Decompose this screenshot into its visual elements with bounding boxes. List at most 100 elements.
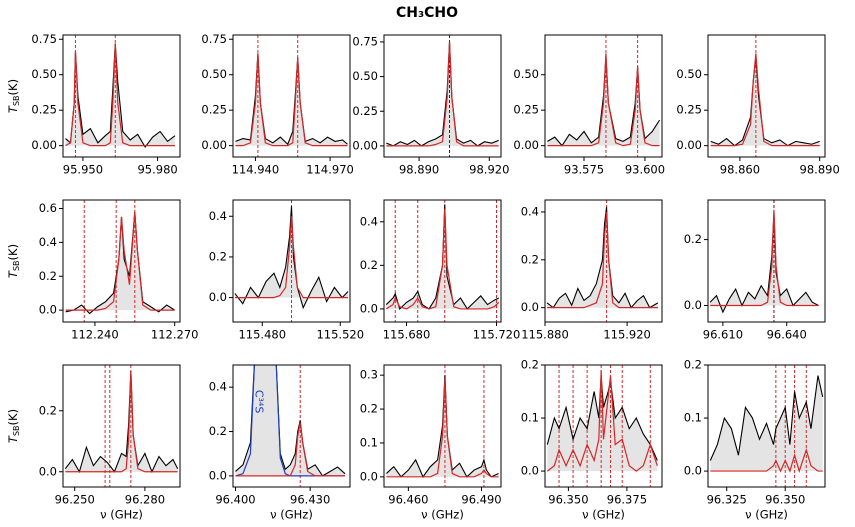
model-spectrum — [65, 211, 175, 311]
x-axis-label: ν (GHz) — [582, 508, 625, 522]
y-label-symbol: T — [6, 270, 20, 278]
x-axis-label: ν (GHz) — [270, 508, 313, 522]
x-tick-label: 95.950 — [63, 163, 103, 177]
y-tick-label: 0.00 — [31, 138, 57, 152]
y-tick-label: 0.0 — [521, 300, 539, 314]
y-tick-label: 0.4 — [521, 204, 539, 218]
model-spectrum — [546, 370, 658, 472]
axes-frame — [232, 34, 351, 158]
y-tick-label: 0.1 — [684, 411, 702, 425]
y-tick-label: 0.2 — [684, 232, 702, 246]
y-tick-label: 0.75 — [31, 32, 57, 46]
axes-frame — [232, 199, 351, 323]
y-tick-label: 0.3 — [360, 368, 378, 382]
y-axis-label: TSB(K) — [6, 244, 21, 278]
plot-area — [547, 35, 661, 157]
y-tick-label: 0.0 — [39, 303, 57, 317]
observed-spectrum — [710, 56, 820, 147]
y-label-unit: (K) — [6, 79, 20, 96]
plot-area — [235, 365, 346, 487]
y-label-symbol: T — [6, 105, 20, 113]
x-tick-label: 115.480 — [238, 328, 286, 342]
x-tick-label: 96.610 — [703, 328, 743, 342]
axes-frame — [544, 199, 663, 323]
model-spectrum — [710, 447, 823, 474]
axes-frame — [707, 34, 826, 158]
spectrum-fill — [65, 371, 178, 472]
plot-area — [234, 200, 349, 322]
x-tick-label: 112.240 — [71, 328, 119, 342]
x-tick-label: 98.890 — [399, 163, 439, 177]
axes-frame — [383, 199, 502, 323]
y-tick-label: 0.25 — [201, 103, 227, 117]
axes-frame — [383, 364, 502, 488]
y-tick-label: 0.2 — [360, 258, 378, 272]
y-tick-label: 0.0 — [360, 301, 378, 315]
y-label-symbol: T — [6, 435, 20, 443]
annotation: C³⁴S — [253, 390, 266, 414]
model-spectrum — [547, 53, 660, 147]
plot-area — [546, 200, 659, 322]
y-tick-label: 0.2 — [209, 424, 227, 438]
axes-frame — [544, 34, 663, 158]
y-tick-label: 0.0 — [684, 464, 702, 478]
x-tick-label: 115.880 — [521, 328, 569, 342]
x-tick-label: 96.430 — [290, 493, 330, 507]
y-tick-label: 0.4 — [209, 380, 227, 394]
axes-frame — [62, 364, 181, 488]
y-tick-label: 0.00 — [201, 138, 227, 152]
x-tick-label: 96.325 — [707, 493, 747, 507]
model-spectrum — [547, 211, 658, 309]
y-tick-label: 0.0 — [39, 464, 57, 478]
x-tick-label: 98.890 — [800, 163, 840, 177]
y-tick-label: 0.6 — [39, 201, 57, 215]
model-spectrum — [235, 53, 348, 147]
plot-area — [546, 365, 658, 487]
spectrum-fill — [547, 375, 658, 472]
x-tick-label: 115.720 — [473, 328, 521, 342]
y-tick-label: 0.0 — [209, 468, 227, 482]
y-tick-label: 0.25 — [31, 103, 57, 117]
y-tick-label: 0.0 — [209, 290, 227, 304]
y-tick-label: 0.00 — [676, 138, 702, 152]
x-tick-label: 114.940 — [232, 163, 280, 177]
y-tick-label: 0.00 — [352, 138, 378, 152]
y-tick-label: 0.4 — [209, 209, 227, 223]
y-label-unit: (K) — [6, 409, 20, 426]
plot-area — [64, 365, 179, 487]
spectrum-fill — [235, 53, 348, 146]
x-tick-label: 112.270 — [151, 328, 199, 342]
spectrum-fill — [547, 207, 658, 308]
observed-spectrum — [64, 371, 179, 474]
x-axis-label: ν (GHz) — [100, 508, 143, 522]
model-spectrum — [235, 422, 346, 477]
x-tick-label: 96.460 — [388, 493, 428, 507]
observed-spectrum — [709, 375, 824, 461]
y-tick-label: 0.50 — [352, 69, 378, 83]
x-tick-label: 93.600 — [625, 163, 665, 177]
model-spectrum — [710, 209, 819, 307]
y-tick-label: 0.2 — [521, 358, 539, 372]
plot-area — [65, 35, 176, 157]
y-label-subscript: SB — [12, 425, 21, 436]
x-tick-label: 115.920 — [603, 328, 651, 342]
y-tick-label: 0.2 — [360, 402, 378, 416]
x-tick-label: 115.680 — [383, 328, 431, 342]
x-tick-label: 93.575 — [564, 163, 604, 177]
x-tick-label: 96.350 — [765, 493, 805, 507]
y-tick-label: 0.2 — [684, 358, 702, 372]
spectrum-fill — [710, 56, 820, 146]
y-tick-label: 0.1 — [521, 411, 539, 425]
x-axis-label: ν (GHz) — [421, 508, 464, 522]
model-spectrum — [65, 43, 176, 147]
y-tick-label: 0.75 — [201, 32, 227, 46]
y-tick-label: 0.50 — [513, 67, 539, 81]
y-tick-label: 0.50 — [201, 67, 227, 81]
y-tick-label: 0.1 — [360, 435, 378, 449]
y-tick-label: 0.0 — [521, 464, 539, 478]
x-tick-label: 96.350 — [548, 493, 588, 507]
axes-frame — [707, 199, 826, 323]
y-tick-label: 0.2 — [39, 403, 57, 417]
y-tick-label: 0.4 — [39, 235, 57, 249]
